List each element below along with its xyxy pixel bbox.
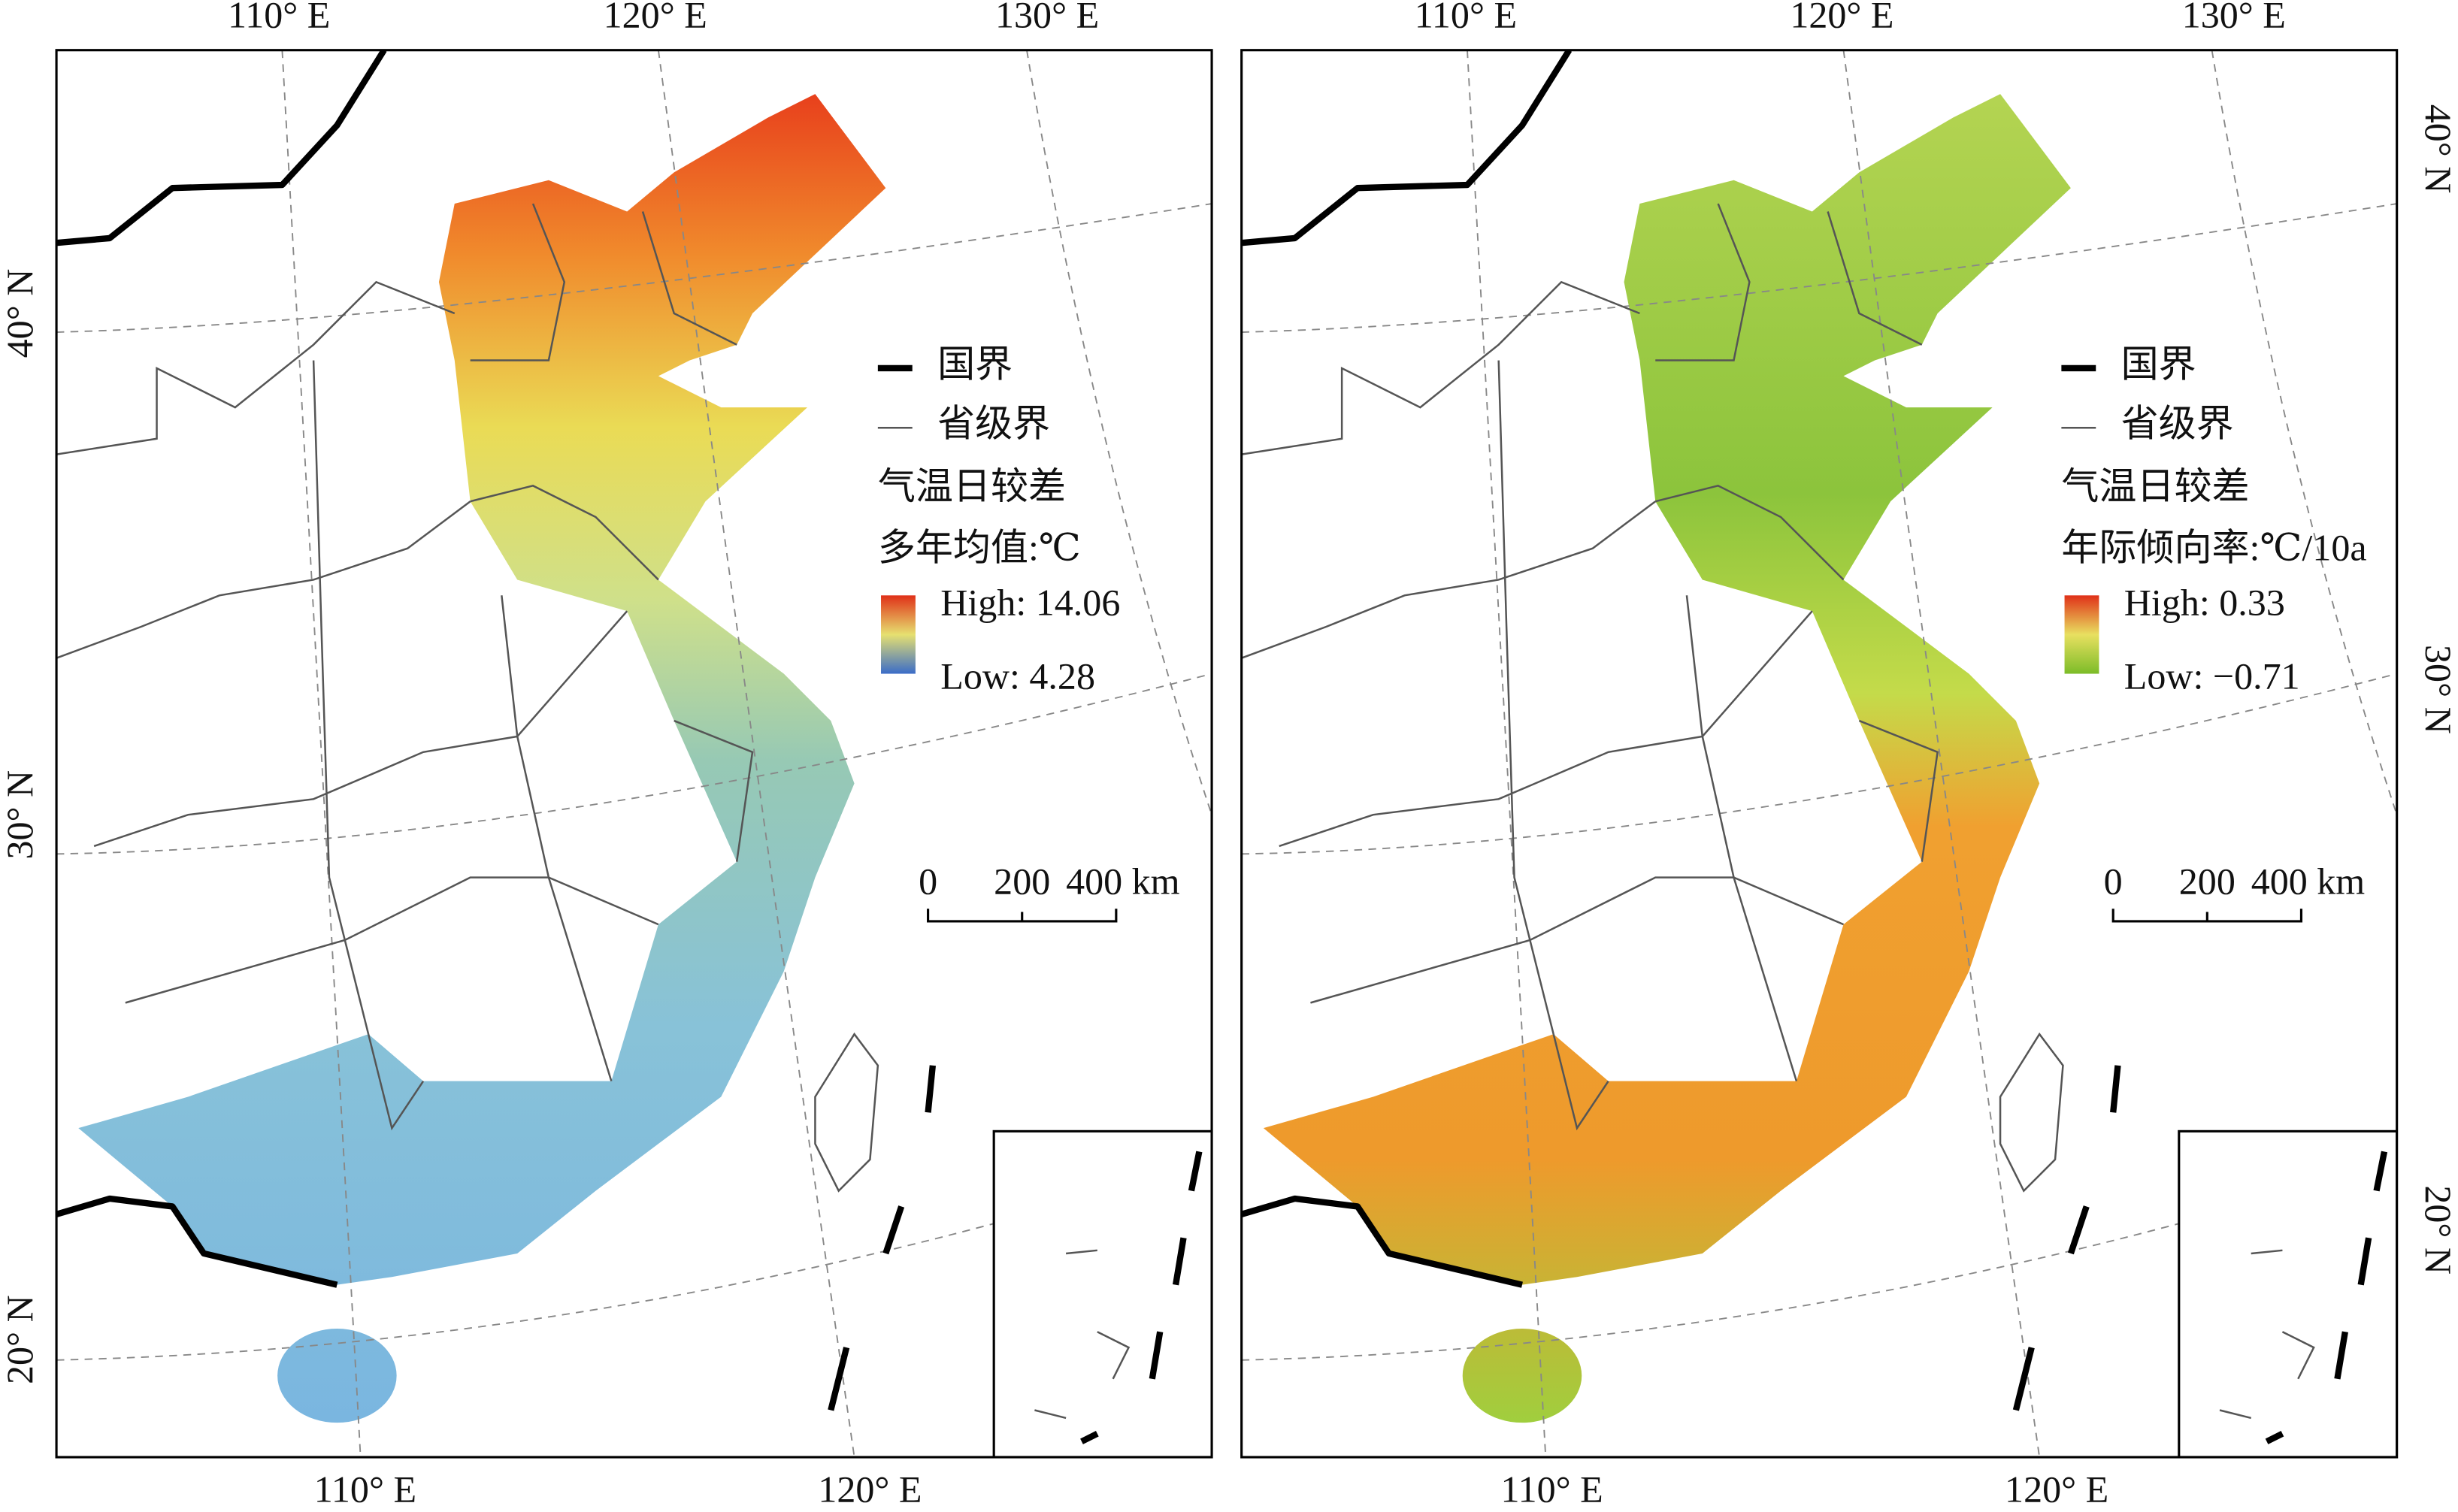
legend-high: High: 0.33 <box>2124 581 2285 623</box>
map-panel: 110° E 120° E 130° E 110° E 120° E 40° N 30° N… <box>1240 0 2458 1510</box>
map-frame <box>1240 49 2399 1459</box>
top-lon-label: 120° E <box>604 0 707 36</box>
scale-bar <box>927 909 1118 923</box>
lat-label: 20° N <box>0 1295 41 1384</box>
lat-label: 20° N <box>2417 1185 2458 1275</box>
map-area <box>56 50 1212 1457</box>
top-lon-label: 120° E <box>1790 0 1893 36</box>
legend-title: 气温日较差 <box>2061 465 2249 507</box>
provinces-fill <box>1263 94 2071 1423</box>
scale-label: 200 <box>994 860 1050 902</box>
legend-subtitle: 年际倾向率:℃/10a <box>2061 526 2366 568</box>
legend-high: High: 14.06 <box>940 581 1120 623</box>
legend-low: Low: −0.71 <box>2124 655 2300 697</box>
provinces-fill <box>78 94 886 1423</box>
scale-label: 0 <box>919 860 937 902</box>
top-lon-label: 130° E <box>995 0 1099 36</box>
bottom-lon-label: 120° E <box>818 1468 922 1510</box>
legend-colorbar <box>881 595 916 674</box>
scale-label: 400 km <box>1066 860 1180 902</box>
legend-title: 气温日较差 <box>878 465 1066 507</box>
lat-label: 30° N <box>0 770 41 860</box>
top-lon-label: 110° E <box>1415 0 1517 36</box>
scale-label: 200 <box>2179 860 2236 902</box>
map-panel: 110° E 120° E 130° E 110° E 120° E 40° N 30° N… <box>0 0 1213 1510</box>
map-area <box>1242 50 2397 1457</box>
scale-label: 0 <box>2104 860 2123 902</box>
top-lon-label: 110° E <box>228 0 330 36</box>
legend-low: Low: 4.28 <box>940 655 1095 697</box>
legend-border: 国界 <box>937 343 1013 385</box>
legend-province: 省级界 <box>937 403 1050 445</box>
legend-subtitle: 多年均值:℃ <box>878 526 1081 568</box>
lat-label: 40° N <box>0 269 41 358</box>
top-lon-label: 130° E <box>2182 0 2286 36</box>
legend-province: 省级界 <box>2121 403 2234 445</box>
bottom-lon-label: 120° E <box>2005 1468 2108 1510</box>
scale-label: 400 km <box>2251 860 2366 902</box>
map-frame <box>55 49 1213 1459</box>
legend-colorbar <box>2064 595 2099 674</box>
lat-label: 40° N <box>2417 104 2458 194</box>
legend-border: 国界 <box>2121 343 2196 385</box>
bottom-lon-label: 110° E <box>1500 1468 1603 1510</box>
lat-label: 30° N <box>2417 645 2458 734</box>
scale-bar <box>2111 909 2303 923</box>
bottom-lon-label: 110° E <box>314 1468 416 1510</box>
